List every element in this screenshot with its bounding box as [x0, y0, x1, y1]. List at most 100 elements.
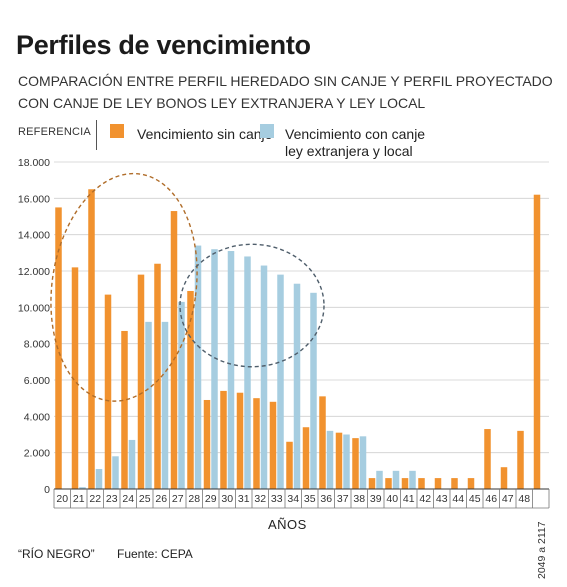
- bar-sin-canje: [467, 478, 475, 489]
- x-tick-label: 31: [238, 493, 250, 505]
- x-tick-label: 28: [188, 493, 200, 505]
- x-tick-label: 39: [370, 493, 382, 505]
- y-axis-ticks: 0 2.000 4.000 6.000 8.000 10.000 12.000 14.000 1…: [18, 157, 50, 496]
- x-axis: 20 21 22 23 24 25 26 27 28 29 30 31 32 33 34 35 36 37 38 39…: [53, 488, 550, 579]
- bar-con-canje: [343, 434, 350, 489]
- chart-subtitle: COMPARACIÓN ENTRE PERFIL HEREDADO SIN CA…: [18, 73, 553, 111]
- bar-con-canje: [227, 251, 235, 489]
- footer-source: Fuente: CEPA: [117, 547, 193, 561]
- bar-con-canje: [326, 430, 334, 489]
- x-tick-label: 33: [271, 493, 283, 505]
- bar-sin-canje: [302, 427, 310, 489]
- bar-sin-canje: [154, 263, 161, 489]
- x-tick-label: 38: [353, 493, 365, 505]
- bar-sin-canje: [170, 211, 178, 490]
- legend-swatch-sin-canje: [110, 124, 124, 138]
- bar-sin-canje: [236, 392, 244, 489]
- bar-sin-canje: [451, 478, 458, 489]
- bar-con-canje: [145, 321, 152, 489]
- bar-con-canje: [211, 249, 218, 489]
- annotations: [50, 172, 325, 402]
- x-tick-label: 24: [122, 493, 134, 505]
- bar-sin-canje: [385, 478, 392, 489]
- x-tick-label: 44: [452, 493, 464, 505]
- bar-con-canje: [244, 256, 251, 489]
- bar-sin-canje: [368, 478, 376, 489]
- bar-sin-canje: [484, 429, 491, 489]
- bar-con-canje: [128, 439, 136, 489]
- y-tick-label: 8.000: [24, 339, 50, 351]
- bar-con-canje: [194, 245, 202, 489]
- x-tick-label: 41: [403, 493, 415, 505]
- x-axis-title: AÑOS: [268, 517, 307, 532]
- x-tick-label: 36: [320, 493, 332, 505]
- bar-con-canje: [79, 487, 86, 489]
- y-tick-label: 6.000: [24, 375, 50, 387]
- x-tick-label: 26: [155, 493, 167, 505]
- x-tick-label: 27: [172, 493, 184, 505]
- bar-sin-canje: [253, 398, 260, 489]
- x-tick-label: 21: [73, 493, 85, 505]
- x-tick-label: 34: [287, 493, 299, 505]
- bar-sin-canje: [418, 478, 425, 489]
- bars: [55, 189, 541, 490]
- bar-con-canje: [359, 436, 367, 489]
- bar-con-canje: [178, 301, 185, 489]
- y-tick-label: 16.000: [18, 193, 50, 205]
- bar-con-canje: [95, 469, 103, 489]
- chart-title: Perfiles de vencimiento: [16, 30, 311, 60]
- bar-sin-canje: [517, 430, 524, 489]
- y-tick-label: 12.000: [18, 266, 50, 278]
- grid-lines: [54, 161, 549, 454]
- bar-con-canje: [161, 321, 169, 489]
- bar-con-canje: [260, 265, 268, 489]
- legend-label-con-canje: Vencimiento con canje ley extranjera y l…: [285, 126, 426, 159]
- y-tick-label: 18.000: [18, 157, 50, 169]
- y-tick-label: 4.000: [24, 411, 50, 423]
- bar-sin-canje: [335, 432, 343, 489]
- bar-sin-canje: [187, 290, 194, 489]
- x-tick-label: 25: [139, 493, 151, 505]
- x-tick-label: 37: [337, 493, 349, 505]
- bar-sin-canje: [137, 274, 145, 489]
- bar-sin-canje: [319, 396, 326, 489]
- legend-divider: [96, 120, 97, 150]
- y-tick-label: 2.000: [24, 448, 50, 460]
- bar-con-canje: [409, 470, 416, 489]
- x-tick-label: 48: [518, 493, 530, 505]
- legend-reference-label: REFERENCIA: [18, 126, 91, 138]
- x-tick-label: 22: [89, 493, 101, 505]
- bar-con-canje: [277, 274, 284, 489]
- bar-sin-canje: [121, 330, 128, 489]
- annotation-ellipse: [50, 172, 198, 402]
- y-tick-label: 10.000: [18, 302, 50, 314]
- y-tick-label: 0: [44, 484, 50, 496]
- bar-sin-canje: [500, 467, 508, 489]
- bar-sin-canje: [269, 401, 277, 489]
- legend-label-sin-canje: Vencimiento sin canje: [137, 126, 273, 142]
- x-tick-label: 47: [502, 493, 514, 505]
- x-tick-label: 43: [436, 493, 448, 505]
- footer-outlet: “RÍO NEGRO”: [18, 547, 95, 561]
- bar-sin-canje: [55, 207, 62, 489]
- x-tick-label: 2049 a 2117: [536, 521, 548, 579]
- bar-sin-canje: [104, 294, 112, 489]
- bar-sin-canje: [203, 399, 211, 489]
- x-tick-label: 29: [205, 493, 217, 505]
- x-tick-label: 45: [469, 493, 481, 505]
- annotation-ellipse: [179, 243, 325, 368]
- x-tick-label: 35: [304, 493, 316, 505]
- legend-swatch-con-canje: [260, 124, 274, 138]
- bar-sin-canje: [220, 390, 227, 489]
- bar-sin-canje: [434, 478, 442, 489]
- x-tick-label: 46: [485, 493, 497, 505]
- x-tick-label: 42: [419, 493, 431, 505]
- bar-sin-canje: [533, 194, 541, 489]
- bar-con-canje: [112, 456, 119, 489]
- bar-sin-canje: [286, 441, 293, 489]
- bar-sin-canje: [352, 438, 359, 489]
- bar-con-canje: [376, 470, 383, 489]
- bar-sin-canje: [71, 267, 79, 489]
- bar-con-canje: [392, 470, 400, 489]
